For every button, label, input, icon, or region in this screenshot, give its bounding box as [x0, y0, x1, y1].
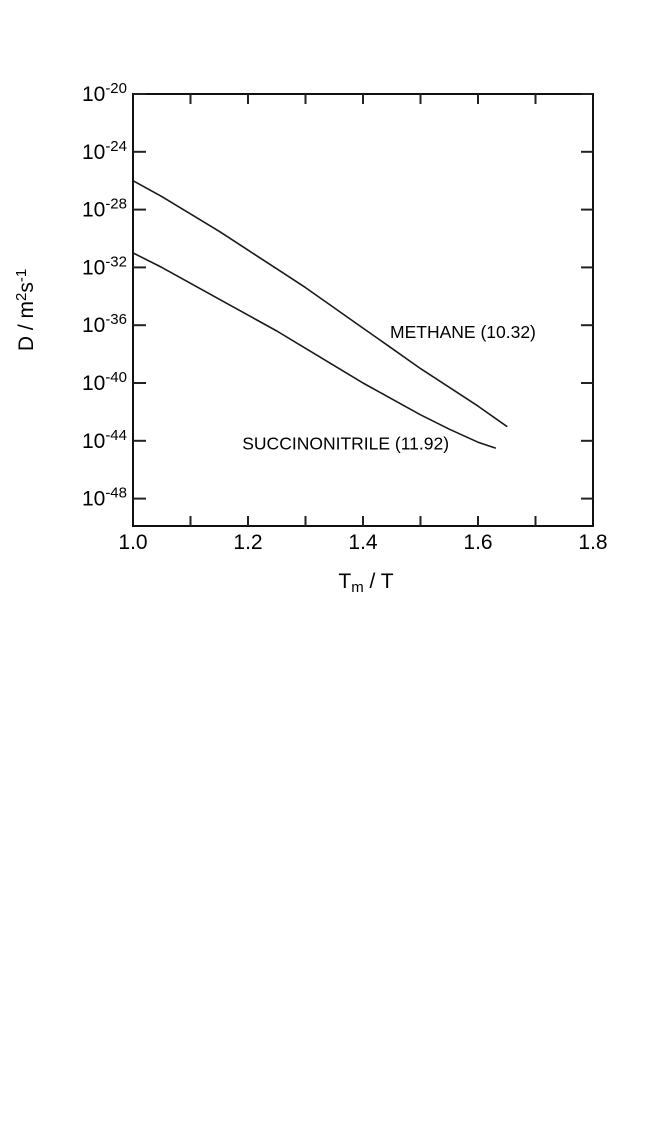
series-line-methane [132, 179, 508, 428]
y-tick-label: 10-24 [82, 138, 127, 164]
y-tick-label: 10-40 [82, 369, 127, 395]
y-tick-label: 10-48 [82, 485, 127, 511]
y-tick-label: 10-44 [82, 427, 127, 453]
x-tick-label: 1.8 [578, 531, 607, 554]
y-tick-label: 10-36 [82, 311, 127, 337]
series-annotation-methane: METHANE (10.32) [390, 322, 536, 342]
y-axis-tick-labels: 10-20 10-24 10-28 10-32 10-36 10-40 10-44 10-48 [82, 80, 127, 511]
y-axis-ticks [133, 93, 593, 500]
series-line-succinonitrile [132, 252, 497, 449]
x-tick-label: 1.4 [348, 531, 378, 554]
x-axis-label: Tm / T [338, 570, 393, 596]
plot-frame [132, 93, 594, 527]
series-annotation-succinonitrile: SUCCINONITRILE (11.92) [242, 433, 449, 453]
y-axis-label: D / m2s-1 [13, 269, 38, 351]
x-tick-label: 1.2 [233, 531, 262, 554]
x-tick-label: 1.6 [463, 531, 492, 554]
diffusion-vs-temperature-chart: 10-20 10-24 10-28 10-32 10-36 10-40 10-44 10-48… [13, 80, 608, 596]
y-tick-label: 10-28 [82, 196, 127, 222]
x-axis-tick-labels: 1.0 1.2 1.4 1.6 1.8 [118, 531, 607, 554]
chart-area: 10-20 10-24 10-28 10-32 10-36 10-40 10-44 10-48… [13, 80, 608, 596]
x-tick-label: 1.0 [118, 531, 147, 554]
x-axis-ticks [189, 94, 537, 526]
y-tick-label: 10-20 [82, 80, 127, 106]
y-tick-label: 10-32 [82, 253, 127, 279]
